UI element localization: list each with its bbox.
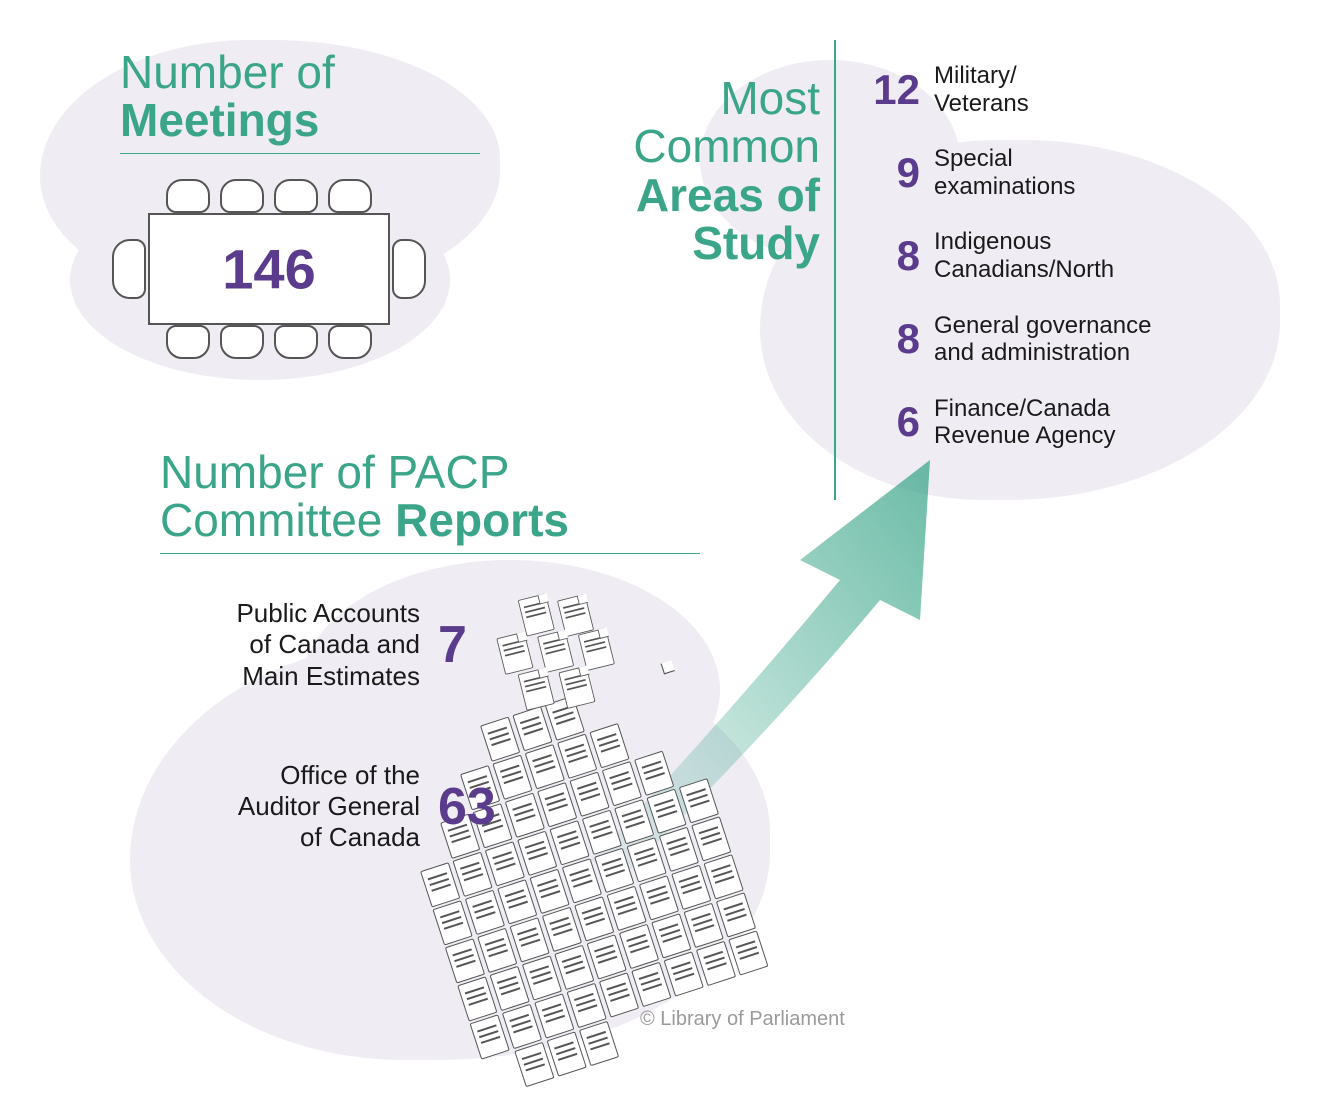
reports-title-l1: Number of PACP <box>160 446 509 498</box>
meeting-table-icon: 146 <box>120 185 420 385</box>
document-icon <box>558 666 595 709</box>
areas-title-b2: Study <box>692 217 820 269</box>
area-count: 12 <box>850 69 920 111</box>
reports-section: Number of PACP Committee Reports <box>160 448 720 554</box>
report-count: 63 <box>438 781 496 833</box>
document-icon <box>578 628 615 671</box>
report-count: 7 <box>438 619 467 671</box>
area-label: Finance/CanadaRevenue Agency <box>934 395 1115 450</box>
meetings-section: Number of Meetings <box>120 48 480 154</box>
report-label: Public Accountsof Canada andMain Estimat… <box>160 598 420 692</box>
document-icon <box>518 593 555 636</box>
report-label: Office of theAuditor Generalof Canada <box>160 760 420 854</box>
reports-title-l2b: Reports <box>395 494 569 546</box>
area-label: General governanceand administration <box>934 312 1151 367</box>
area-label: Specialexaminations <box>934 145 1075 200</box>
area-item: 12 Military/Veterans <box>850 62 1151 117</box>
area-count: 6 <box>850 401 920 443</box>
area-item: 6 Finance/CanadaRevenue Agency <box>850 395 1151 450</box>
meetings-title-bold: Meetings <box>120 94 319 146</box>
areas-divider <box>834 40 836 500</box>
areas-title-b1: Areas of <box>636 169 820 221</box>
meetings-value: 146 <box>222 237 315 302</box>
area-count: 8 <box>850 235 920 277</box>
area-item: 8 General governanceand administration <box>850 312 1151 367</box>
document-icon <box>518 667 555 710</box>
areas-title-l1: Most <box>720 72 820 124</box>
area-count: 9 <box>850 152 920 194</box>
meetings-title-light: Number of <box>120 46 335 98</box>
areas-title-l2: Common <box>633 120 820 172</box>
areas-title: Most Common Areas of Study <box>580 74 820 267</box>
document-icon <box>496 632 533 675</box>
area-item: 9 Specialexaminations <box>850 145 1151 200</box>
copyright: © Library of Parliament <box>640 1008 845 1031</box>
report-item: Public Accountsof Canada andMain Estimat… <box>160 590 617 700</box>
report-item: Office of theAuditor Generalof Canada 63 <box>160 760 617 854</box>
reports-list: Public Accountsof Canada andMain Estimat… <box>160 590 617 854</box>
area-count: 8 <box>850 318 920 360</box>
reports-title-l2a: Committee <box>160 494 395 546</box>
area-item: 8 IndigenousCanadians/North <box>850 228 1151 283</box>
areas-list: 12 Military/Veterans 9 Specialexaminations 8… <box>850 62 1151 478</box>
documents-cluster-small <box>476 576 629 714</box>
area-label: IndigenousCanadians/North <box>934 228 1114 283</box>
area-label: Military/Veterans <box>934 62 1029 117</box>
